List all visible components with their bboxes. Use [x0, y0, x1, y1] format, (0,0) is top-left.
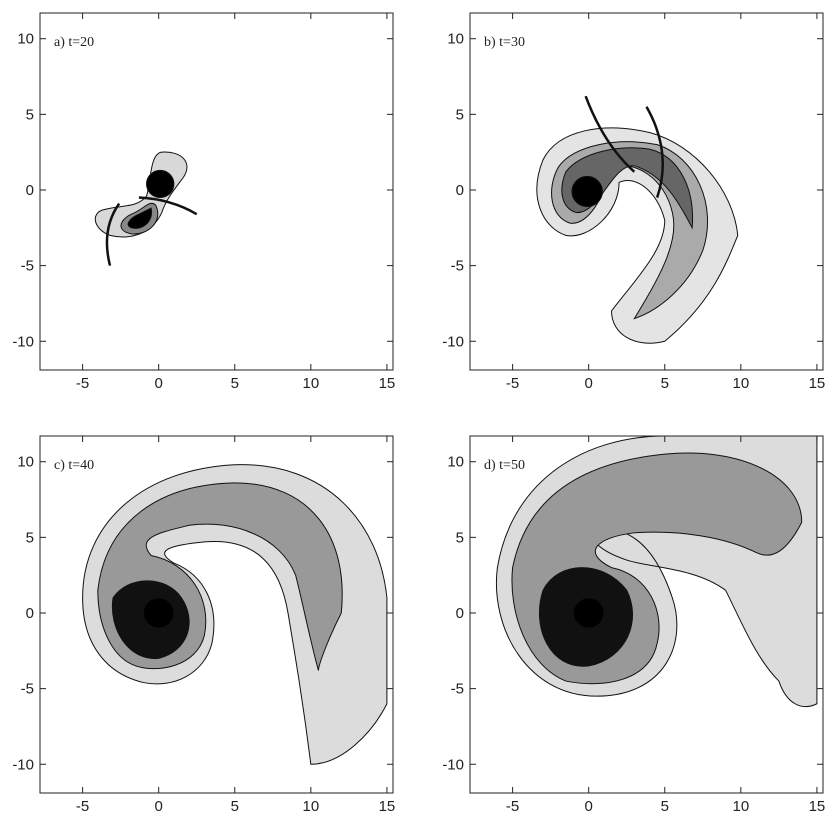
- panel-label: d) t=50: [484, 458, 525, 473]
- y-tick-label: 5: [456, 529, 464, 546]
- x-tick-label: 0: [585, 375, 593, 392]
- plot-area: [95, 152, 196, 266]
- panel: -5 0 5 10 15 -10 -5 0 5 10 d) t=50: [442, 435, 826, 815]
- contour-shapes: [95, 152, 196, 266]
- frame: [39, 435, 394, 794]
- x-tick-label: -5: [76, 798, 89, 815]
- x-tick-label: 5: [661, 375, 669, 392]
- panel: -5 0 5 10 15 -10 -5 0 5 10 a) t=20: [12, 12, 396, 392]
- x-tick-label: 5: [231, 798, 239, 815]
- x-tick-label: 0: [585, 798, 593, 815]
- y-tick-label: -5: [21, 258, 34, 275]
- y-tick-label: -5: [21, 681, 34, 698]
- y-tick-label: 10: [17, 454, 34, 471]
- y-tick-label: 0: [456, 605, 464, 622]
- y-tick-label: 0: [26, 182, 34, 199]
- contour-shapes: [83, 465, 387, 765]
- y-tick-label: -10: [12, 333, 34, 350]
- panel-label: a) t=20: [54, 35, 94, 50]
- y-tick-label: 10: [17, 31, 34, 48]
- y-tick-label: 0: [456, 182, 464, 199]
- plot-area: [496, 436, 816, 707]
- y-tick-label: -5: [451, 258, 464, 275]
- x-tick-label: 0: [155, 375, 163, 392]
- contour-shapes: [496, 436, 816, 707]
- contour-shapes: [537, 96, 738, 343]
- y-tick-label: 5: [456, 106, 464, 123]
- panel: -5 0 5 10 15 -10 -5 0 5 10 b) t=30: [442, 12, 826, 392]
- y-tick-label: 5: [26, 529, 34, 546]
- x-tick-label: 5: [661, 798, 669, 815]
- x-tick-label: 15: [379, 798, 396, 815]
- x-tick-label: 15: [809, 798, 826, 815]
- x-tick-label: 5: [231, 375, 239, 392]
- x-tick-label: -5: [76, 375, 89, 392]
- frame: [469, 12, 824, 371]
- y-tick-label: 0: [26, 605, 34, 622]
- x-tick-label: 0: [155, 798, 163, 815]
- frame: [469, 435, 824, 794]
- y-tick-label: -10: [442, 333, 464, 350]
- y-tick-label: -10: [12, 756, 34, 773]
- frame: [39, 12, 394, 371]
- panel-label: c) t=40: [54, 458, 94, 473]
- x-tick-label: 10: [302, 375, 319, 392]
- x-tick-label: 10: [732, 375, 749, 392]
- x-tick-label: 15: [809, 375, 826, 392]
- panel: -5 0 5 10 15 -10 -5 0 5 10 c) t=40: [12, 435, 396, 815]
- x-tick-label: 10: [302, 798, 319, 815]
- plot-area: [537, 96, 738, 343]
- y-tick-label: -5: [451, 681, 464, 698]
- x-tick-label: -5: [506, 798, 519, 815]
- x-tick-label: -5: [506, 375, 519, 392]
- plot-area: [83, 465, 387, 765]
- y-tick-label: 10: [447, 454, 464, 471]
- x-tick-label: 15: [379, 375, 396, 392]
- y-tick-label: -10: [442, 756, 464, 773]
- y-tick-label: 10: [447, 31, 464, 48]
- panel-label: b) t=30: [484, 35, 525, 50]
- y-tick-label: 5: [26, 106, 34, 123]
- x-tick-label: 10: [732, 798, 749, 815]
